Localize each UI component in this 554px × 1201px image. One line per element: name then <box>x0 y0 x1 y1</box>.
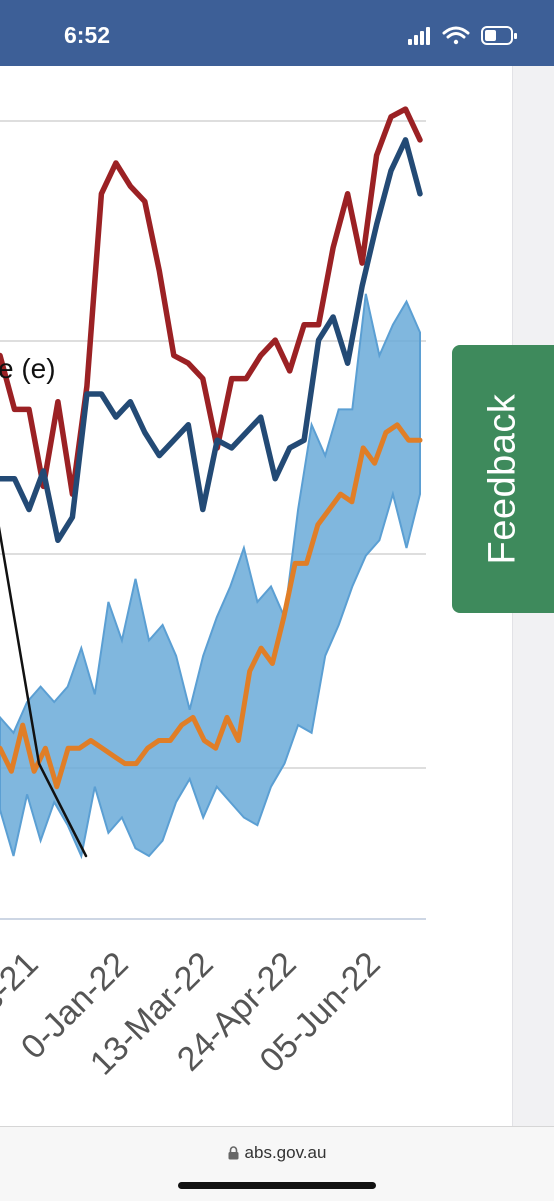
legend-label-fragment: e (e) <box>0 353 56 384</box>
line-chart: e (e) c-210-Jan-2213-Mar-2224-Apr-2205-J… <box>0 106 426 1083</box>
browser-bar: abs.gov.au <box>0 1126 554 1201</box>
url-text: abs.gov.au <box>244 1143 327 1162</box>
red-series-line <box>0 106 423 497</box>
confidence-band-area <box>0 293 421 860</box>
feedback-label: Feedback <box>481 393 524 565</box>
status-bar: 6:52 <box>0 0 554 66</box>
home-indicator <box>178 1182 376 1189</box>
x-tick-label: c-21 <box>0 945 46 1019</box>
series-lines <box>0 106 423 858</box>
status-time: 6:52 <box>64 22 111 48</box>
orange-series-line <box>0 422 423 790</box>
navy-series-line <box>0 137 423 544</box>
wifi-icon <box>442 26 470 45</box>
lock-icon <box>228 1146 239 1160</box>
feedback-button[interactable]: Feedback <box>452 345 554 613</box>
status-icons <box>408 24 520 48</box>
black-trend-line <box>0 526 88 858</box>
address-bar[interactable]: abs.gov.au <box>0 1143 554 1163</box>
battery-icon <box>481 26 517 45</box>
signal-icon <box>408 27 430 45</box>
confidence-band <box>0 293 421 860</box>
